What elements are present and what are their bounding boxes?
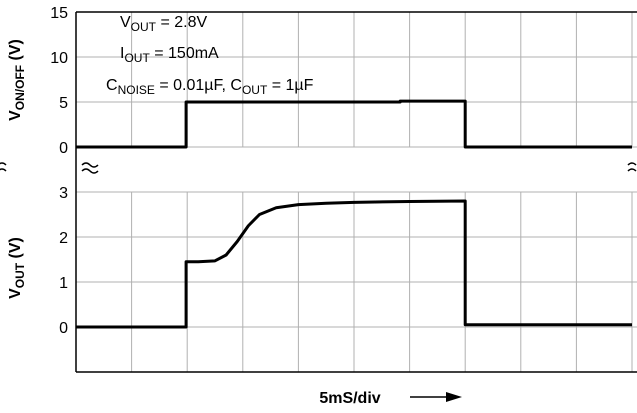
annotation-part: = 1µF [267, 77, 313, 94]
y-axis-label: VON/OFF (V) [7, 39, 27, 121]
y-tick-label: 0 [59, 320, 68, 337]
annotation-part: C [106, 77, 118, 94]
y-axis-label-sub: ON/OFF [13, 65, 27, 110]
y-tick-label: 2 [59, 230, 68, 247]
annotation-part: = 150mA [150, 45, 219, 62]
annotation: CNOISE = 0.01µF, COUT = 1µF [106, 77, 314, 97]
y-axis-label-part: (V) [7, 237, 24, 263]
annotation: VOUT = 2.8V [120, 14, 207, 34]
y-tick-label: 0 [59, 140, 68, 157]
y-axis-label-part: V [7, 110, 24, 121]
annotation: IOUT = 150mA [120, 45, 219, 65]
axis-break [627, 162, 637, 172]
annotation-sub: OUT [124, 51, 150, 65]
axis-break [0, 162, 7, 172]
annotation-sub: NOISE [118, 83, 155, 97]
annotation-part: = 2.8V [156, 14, 207, 31]
y-axis-label-sub: OUT [13, 262, 27, 288]
y-tick-label: 10 [50, 50, 68, 67]
y-axis-label-part: V [7, 288, 24, 299]
trace [76, 99, 632, 149]
x-axis-label: 5mS/div [319, 390, 380, 407]
y-axis-label-part: (V) [7, 39, 24, 65]
annotation-part: = 0.01µF, C [155, 77, 242, 94]
annotation-part: I [120, 45, 124, 62]
annotation-part: V [120, 14, 131, 31]
annotation-sub: OUT [242, 83, 268, 97]
annotation-sub: OUT [131, 20, 157, 34]
axis-break [81, 162, 99, 174]
y-tick-label: 1 [59, 275, 68, 292]
y-tick-label: 15 [50, 5, 68, 22]
traces [76, 99, 632, 329]
y-axis-label: VOUT (V) [7, 237, 27, 299]
y-tick-label: 3 [59, 185, 68, 202]
y-tick-label: 5 [59, 95, 68, 112]
trace [76, 199, 632, 329]
arrow-head [446, 392, 462, 402]
